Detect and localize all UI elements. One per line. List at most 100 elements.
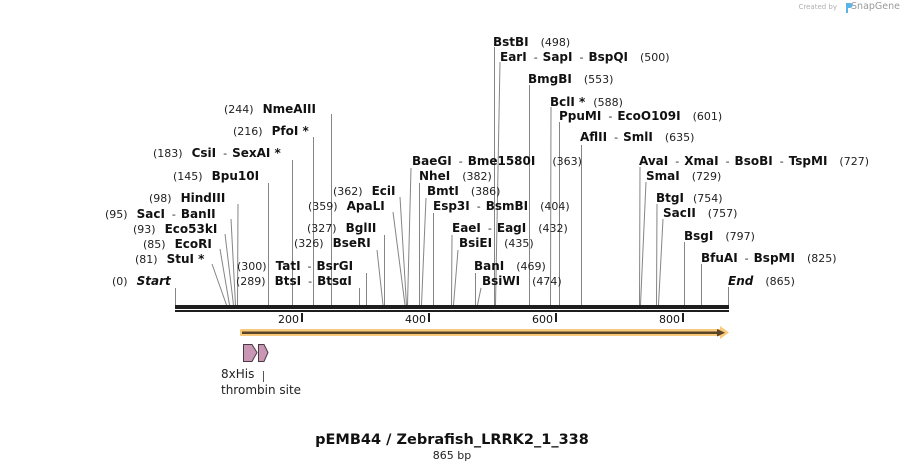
site-baegi-bme1580i[interactable]: BaeGI - Bme1580I (363) [412,154,582,169]
site-ecii[interactable]: (362) EciI [333,184,395,199]
site-csii-sexai[interactable]: (183) CsiI - SexAI * [153,146,281,161]
enzyme-separator: - [308,275,313,288]
enzyme-separator: - [675,155,680,168]
site-bpu10i[interactable]: (145) Bpu10I [173,169,259,184]
site-tati-bsrgi[interactable]: (300) TatI - BsrGI [237,259,353,274]
site-enzyme: BmgBI [528,72,572,86]
site-enzyme: PpuMI [559,109,602,123]
site-bani[interactable]: BanI (469) [474,259,546,274]
site-nmeaiii[interactable]: (244) NmeAIII [224,102,316,117]
site-enzyme: BanII [180,207,216,221]
site-enzyme: NmeAIII [262,102,316,116]
site-enzyme: CsiI [191,146,217,160]
site-position: (359) [308,200,338,213]
site-position: (85) [143,238,166,251]
site-enzyme: SapI [542,50,573,64]
site-esp3i-bsmbi[interactable]: Esp3I - BsmBI (404) [433,199,570,214]
site-enzyme: EciI [371,184,396,198]
site-btsi-btsai[interactable]: (289) BtsI - BtsαI [236,274,352,289]
site-position: (216) [233,125,263,138]
site-position: (553) [583,73,614,86]
enzyme-separator: - [725,155,730,168]
site-bglii[interactable]: (327) BglII [307,221,376,236]
site-position: (825) [806,252,837,265]
site-end[interactable]: End (865) [728,274,795,289]
enzyme-separator: - [779,155,784,168]
feature-bar-arrow[interactable] [240,326,729,339]
site-enzyme: SmaI [646,169,680,183]
site-bmgbi[interactable]: BmgBI (553) [528,72,613,87]
site-avai-xmai-bsobi-tspmi[interactable]: AvaI - XmaI - BsoBI - TspMI (727) [639,154,869,169]
site-enzyme: BspQI [588,50,628,64]
enzyme-separator: - [223,147,228,160]
site-position: (244) [224,103,254,116]
site-saci-banii[interactable]: (95) SacI - BanII [105,207,216,222]
site-enzyme: End [728,274,754,288]
site-enzyme: Bpu10I [211,169,260,183]
site-pfoi[interactable]: (216) PfoI * [233,124,309,139]
site-hindiii[interactable]: (98) HindIII [149,191,225,206]
feature-8xhis-arrow[interactable] [243,344,258,362]
feature-label-8xhis[interactable]: 8xHis [221,367,255,381]
map-title: pEMB44 / Zebrafish_LRRK2_1_338 [315,432,589,448]
site-bstbi[interactable]: BstBI (498) [493,35,570,50]
site-smai[interactable]: SmaI (729) [646,169,721,184]
enzyme-separator: - [579,51,584,64]
site-position: (601) [692,110,723,123]
site-position: (363) [552,155,582,168]
site-enzyme: Bme1580I [467,154,536,168]
site-enzyme: BglII [345,221,377,235]
site-nhei[interactable]: NheI (382) [419,169,492,184]
site-position: (93) [133,223,156,236]
site-ecori[interactable]: (85) EcoRI [143,237,212,252]
ruler-label-800: 800 [659,313,680,326]
site-enzyme: SacII [663,206,696,220]
site-sacii[interactable]: SacII (757) [663,206,737,221]
site-position: (382) [462,170,492,183]
site-start[interactable]: (0) Start [112,274,171,289]
site-enzyme: BfuAI [701,251,738,265]
site-enzyme: SacI [136,207,165,221]
site-enzyme: StuI * [166,252,205,266]
site-position: (95) [105,208,128,221]
site-bsgi[interactable]: BsgI (797) [684,229,755,244]
site-enzyme: BsiWI [482,274,521,288]
ruler-tick-600 [555,313,557,322]
feature-thrombin-site-arrow[interactable] [258,344,269,362]
site-bsiwi[interactable]: BsiWI (474) [482,274,562,289]
site-position: (404) [540,200,570,213]
site-position: (326) [294,237,324,250]
site-bsiei[interactable]: BsiEI (435) [459,236,534,251]
site-position: (327) [307,222,337,235]
site-position: (0) [112,275,128,288]
site-enzyme: EarI [500,50,527,64]
site-position: (865) [765,275,795,288]
site-position: (183) [153,147,183,160]
site-apali[interactable]: (359) ApaLI [308,199,385,214]
site-enzyme: AvaI [639,154,669,168]
site-enzyme: BaeGI [412,154,452,168]
site-eco53ki[interactable]: (93) Eco53kI [133,222,217,237]
site-eaei-eagi[interactable]: EaeI - EagI (432) [452,221,568,236]
site-position: (588) [593,96,623,109]
site-enzyme: EagI [496,221,527,235]
site-btgi[interactable]: BtgI (754) [656,191,723,206]
branding: Created by SnapGene [799,1,901,12]
site-position: (635) [664,131,695,144]
enzyme-separator: - [614,131,619,144]
site-ppumi-eco0109i[interactable]: PpuMI - EcoO109I (601) [559,109,722,124]
site-enzyme: BclI * [550,95,586,109]
site-bfuai-bspmi[interactable]: BfuAI - BspMI (825) [701,251,837,266]
site-aflii-smli[interactable]: AflII - SmlI (635) [580,130,694,145]
site-eari-sapi-bspqi[interactable]: EarI - SapI - BspQI (500) [500,50,670,65]
site-stui[interactable]: (81) StuI * [135,252,204,267]
ruler-tick-800 [682,313,684,322]
site-bseri[interactable]: (326) BseRI [294,236,371,251]
site-bcli[interactable]: BclI * (588) [550,95,623,110]
site-enzyme: PfoI * [271,124,309,138]
site-bmti[interactable]: BmtI (386) [427,184,500,199]
feature-label-thrombin-site[interactable]: thrombin site [221,383,302,397]
site-enzyme: ApaLI [346,199,385,213]
sequence-ruler [175,305,729,322]
